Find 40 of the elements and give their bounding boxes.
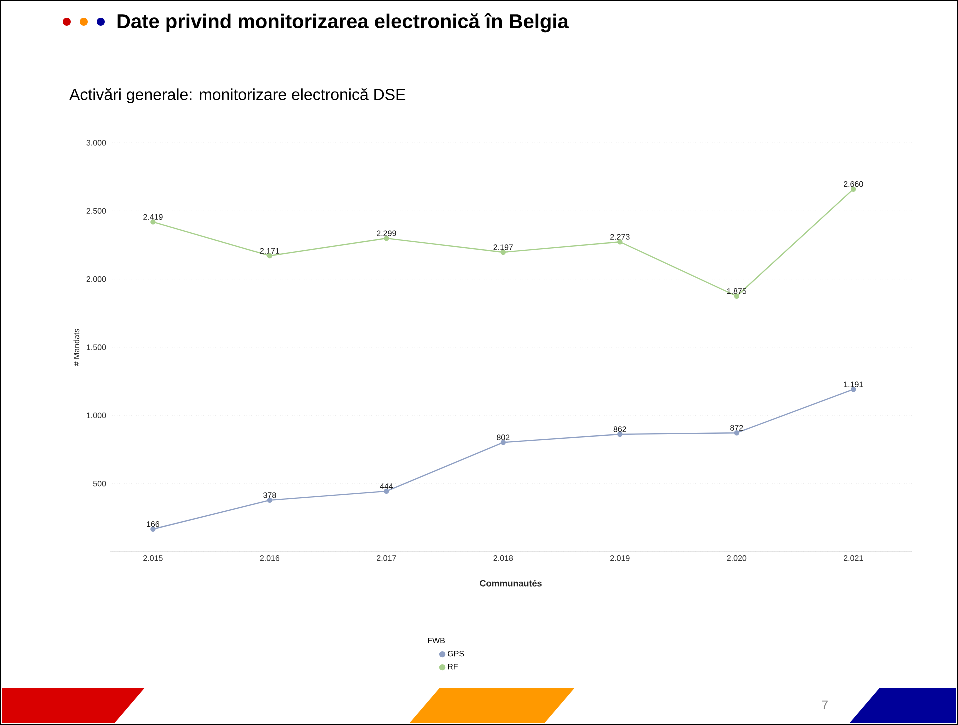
- x-tick-label: 2.016: [260, 556, 280, 562]
- y-axis-title: # Mandats: [74, 329, 80, 366]
- y-tick-label: 3.000: [86, 140, 106, 146]
- x-tick-label: 2.020: [727, 556, 747, 562]
- data-label: 2.419: [144, 214, 163, 220]
- y-tick-label: 1.000: [87, 412, 106, 418]
- x-tick-label: 2.015: [144, 556, 163, 562]
- legend-title: FWB: [428, 638, 445, 644]
- chart-subtitle: Activări generale: monitorizare electronică DSE: [70, 88, 406, 104]
- data-label: 2.171: [260, 248, 280, 254]
- y-tick-label: 1.500: [87, 344, 106, 350]
- data-label: 2.299: [377, 230, 396, 236]
- legend-label: RF: [448, 664, 458, 670]
- data-label: 802: [497, 434, 510, 440]
- point: [851, 387, 856, 392]
- x-tick-label: 2.019: [610, 556, 630, 562]
- data-label: 1.875: [727, 288, 747, 294]
- data-label: 1.191: [844, 382, 864, 388]
- data-label: 862: [614, 426, 626, 432]
- data-label: 2.273: [610, 234, 630, 240]
- chart-title: Date privind monitorizarea electronică în Belgia: [118, 13, 569, 33]
- point: [734, 430, 740, 436]
- legend-label: GPS: [448, 651, 464, 657]
- y-tick-label: 2.500: [86, 208, 106, 214]
- x-axis-title: Communautés: [480, 580, 542, 587]
- point: [150, 220, 156, 225]
- y-tick-label: 2.000: [86, 276, 106, 282]
- data-label: 166: [147, 522, 160, 528]
- point: [618, 240, 623, 245]
- data-label: 2.660: [844, 181, 864, 188]
- text: 7: [822, 700, 828, 710]
- data-label: 378: [264, 492, 276, 498]
- point: [500, 440, 506, 446]
- data-label: 872: [730, 425, 744, 431]
- data-label: 2.197: [494, 244, 514, 250]
- x-tick-label: 2.018: [494, 556, 514, 562]
- data-label: 444: [380, 484, 394, 490]
- y-tick-label: 500: [93, 481, 106, 487]
- x-tick-label: 2.021: [844, 556, 864, 562]
- x-tick-label: 2.017: [377, 556, 396, 562]
